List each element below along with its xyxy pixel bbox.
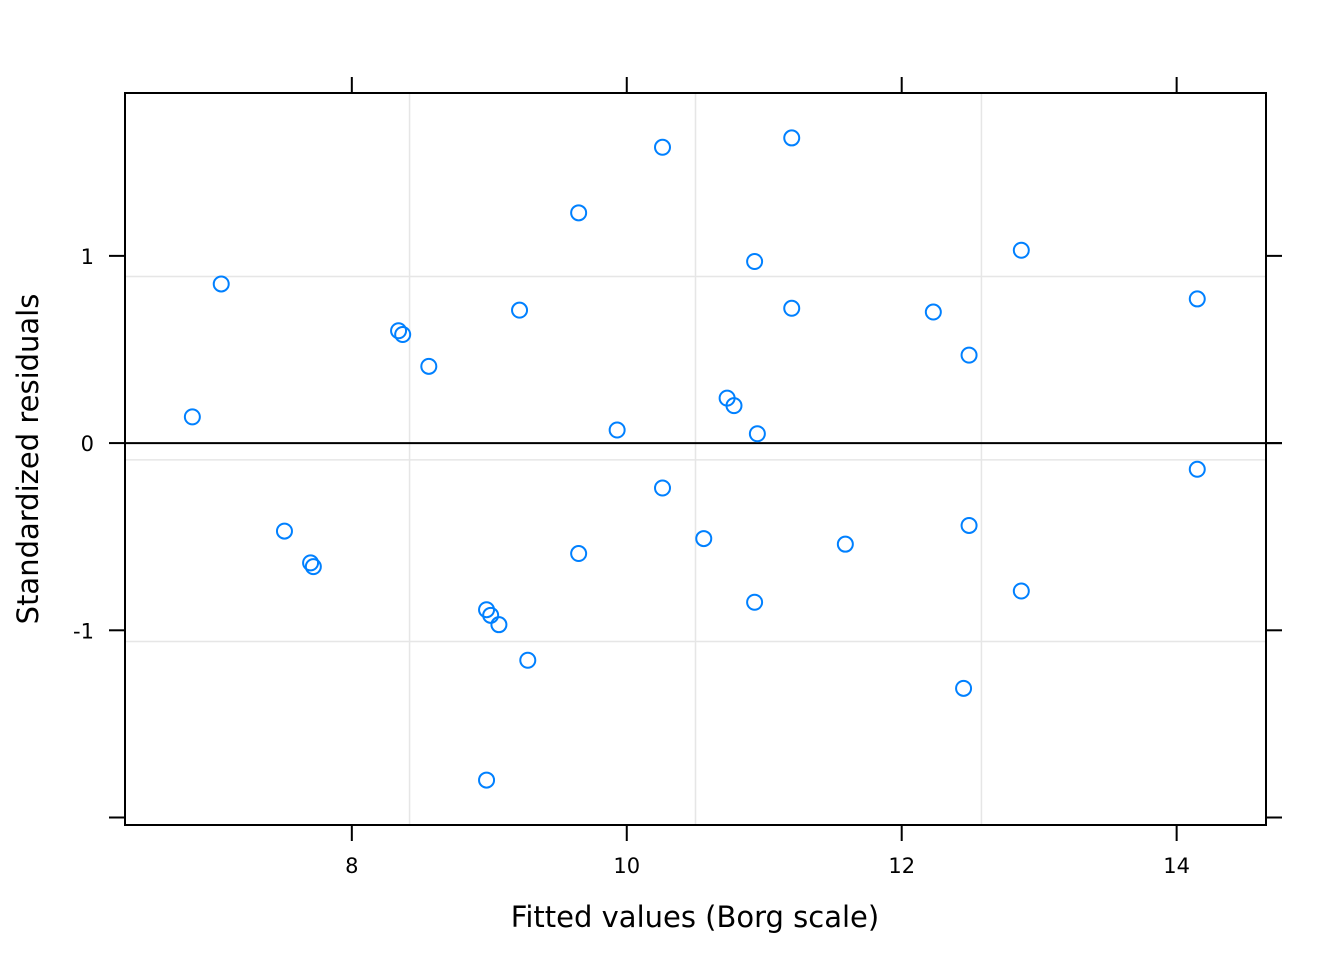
data-point-23 [746, 593, 764, 611]
x-tick-label-2: 12 [888, 854, 915, 878]
data-point-17 [654, 138, 672, 156]
data-point-0 [183, 408, 201, 426]
x-tick-label-0: 8 [345, 854, 358, 878]
data-point-18 [654, 479, 672, 497]
data-point-33 [1012, 582, 1030, 600]
y-tick-label-1: -1 [73, 619, 94, 643]
data-point-29 [960, 346, 978, 364]
data-point-4 [304, 558, 322, 576]
data-point-10 [490, 616, 508, 634]
data-point-7 [420, 357, 438, 375]
data-point-15 [570, 545, 588, 563]
data-point-22 [746, 252, 764, 270]
y-tick-label-2: 0 [81, 432, 94, 456]
data-point-3 [302, 554, 320, 572]
data-point-31 [955, 679, 973, 697]
data-point-34 [1188, 290, 1206, 308]
data-point-35 [1188, 460, 1206, 478]
data-point-12 [511, 301, 529, 319]
grid-lines [125, 93, 1266, 825]
data-point-2 [275, 522, 293, 540]
data-point-19 [695, 530, 713, 548]
data-point-30 [960, 516, 978, 534]
axis-ticks [109, 77, 1282, 841]
y-tick-label-3: 1 [81, 245, 94, 269]
plot-frame [124, 92, 1267, 826]
data-point-11 [478, 771, 496, 789]
x-tick-label-3: 14 [1163, 854, 1190, 878]
data-point-28 [924, 303, 942, 321]
y-axis-title: Standardized residuals [11, 294, 45, 625]
data-point-6 [394, 326, 412, 344]
axis-tick-labels: 8 10 12 14 -1 0 1 [73, 245, 1190, 878]
data-point-1 [212, 275, 230, 293]
data-point-5 [390, 322, 408, 340]
data-point-25 [783, 129, 801, 147]
data-point-32 [1012, 241, 1030, 259]
x-tick-label-1: 10 [613, 854, 640, 878]
data-point-13 [519, 651, 537, 669]
data-points [183, 129, 1206, 789]
data-point-21 [725, 397, 743, 415]
x-axis-title: Fitted values (Borg scale) [511, 900, 879, 934]
data-point-24 [748, 425, 766, 443]
data-point-14 [570, 204, 588, 222]
data-point-27 [836, 535, 854, 553]
data-point-16 [608, 421, 626, 439]
data-point-26 [783, 299, 801, 317]
